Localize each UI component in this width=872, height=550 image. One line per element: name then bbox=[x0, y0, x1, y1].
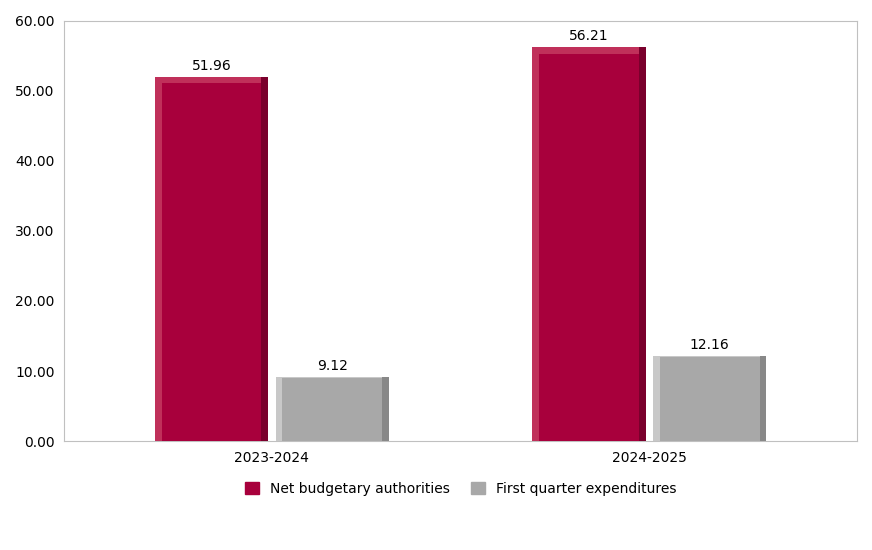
Bar bbox=[155, 77, 268, 84]
Bar bbox=[262, 77, 268, 441]
Bar bbox=[155, 77, 161, 441]
Text: 12.16: 12.16 bbox=[690, 338, 730, 351]
Text: 51.96: 51.96 bbox=[192, 59, 231, 73]
Bar bbox=[276, 377, 389, 378]
Bar bbox=[639, 47, 645, 441]
Bar bbox=[532, 47, 539, 441]
Legend: Net budgetary authorities, First quarter expenditures: Net budgetary authorities, First quarter… bbox=[240, 476, 682, 502]
Bar bbox=[276, 377, 389, 441]
Bar bbox=[653, 356, 766, 441]
Bar bbox=[653, 356, 766, 358]
Bar bbox=[276, 377, 283, 441]
Text: 9.12: 9.12 bbox=[317, 359, 348, 373]
Bar bbox=[382, 377, 389, 441]
Bar bbox=[532, 47, 645, 441]
Bar bbox=[532, 47, 645, 54]
Bar bbox=[760, 356, 766, 441]
Bar bbox=[155, 77, 268, 441]
Text: 56.21: 56.21 bbox=[569, 29, 609, 43]
Bar bbox=[653, 356, 660, 441]
